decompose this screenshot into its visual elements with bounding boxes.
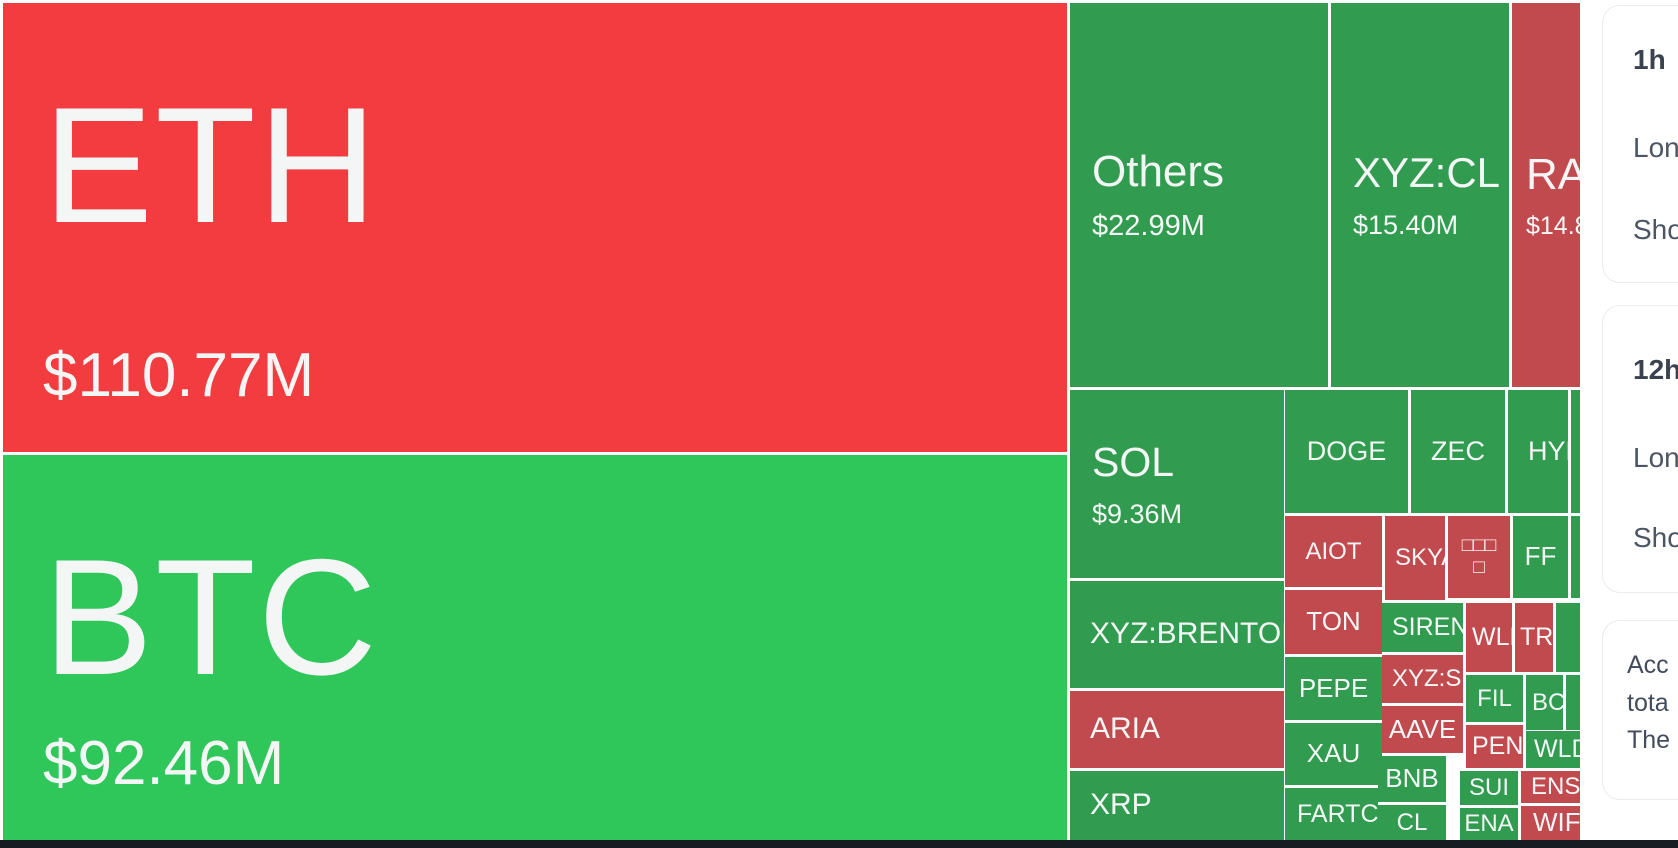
tile-wif[interactable]: WIF [1521,806,1580,840]
summary-line-3: The [1627,726,1671,754]
tile-symbol: AIOT [1305,537,1362,565]
tile-doge[interactable]: DOGE [1285,390,1408,513]
tile-zec[interactable]: ZEC [1411,390,1505,513]
tile-bch[interactable]: BCH [1526,675,1563,730]
card-1h-short-label: Short [1633,214,1678,245]
tile-symbol: Others [1092,146,1225,196]
tile-symbol: SUI [1468,774,1509,802]
tile-hype[interactable]: HYPE [1508,390,1568,513]
tile-symbol: ZEC [1431,435,1485,466]
card-12h-long-label: Long [1633,442,1678,473]
tile-unlabeled[interactable] [1566,675,1580,730]
tile-symbol: WLD [1534,735,1580,764]
tile-symbol: HYPE [1528,435,1568,466]
tile-symbol: FIL [1477,684,1512,712]
tile-wld[interactable]: WLD [1526,731,1580,768]
tile-symbol: SOL [1092,438,1175,485]
stats-card-12h: 12h Long Short [1602,305,1678,593]
tile-value: $92.46M [43,728,285,798]
tile-symbol: AAVE [1388,713,1457,744]
tile-symbol: XRP [1090,788,1152,822]
tile-symbol: XYZ:SI [1392,665,1463,693]
tile-value: $9.36M [1092,498,1183,529]
summary-line-2: tota [1627,689,1669,717]
card-12h-heading: 12h [1633,354,1678,385]
tile-symbol: SIREN [1392,613,1463,642]
tile-unlabeled[interactable]: □□□ □ [1448,516,1510,598]
tile-symbol: SKYA [1395,544,1445,572]
tile-btc[interactable]: BTC $92.46M [3,455,1067,840]
tile-symbol: ENA [1464,810,1514,838]
tile-symbol: PEPE [1298,672,1369,703]
card-12h-short-label: Short [1633,522,1678,553]
tile-symbol: XAU [1306,738,1361,769]
tile-symbol: BCH [1532,688,1563,716]
tile-symbol: TRU [1520,623,1553,652]
tile-cl[interactable]: CL [1378,805,1446,840]
tile-pepe[interactable]: PEPE [1285,657,1382,720]
tile-ton[interactable]: TON [1285,590,1382,654]
tile-ray[interactable]: RAY $14.80M [1512,3,1580,387]
tile-unlabeled[interactable] [1571,516,1580,598]
tile-value: $110.77M [43,340,315,410]
tile-others[interactable]: Others $22.99M [1070,3,1328,387]
tile-wld[interactable]: WLD [1466,603,1512,672]
tile-symbol: ARIA [1090,712,1161,746]
card-1h-long-label: Long [1633,132,1678,163]
tile-symbol: XYZ:CL [1353,149,1501,196]
tile-symbol: BTC [43,525,379,709]
tile-tru[interactable]: TRU [1515,603,1553,672]
tile-value: $22.99M [1092,210,1205,243]
tile-sol[interactable]: SOL $9.36M [1070,390,1284,578]
tile-bnb[interactable]: BNB [1378,756,1446,802]
tile-ens[interactable]: ENS [1521,771,1580,803]
summary-card: Acc tota The [1602,620,1678,800]
tile-skya[interactable]: SKYA [1385,516,1445,600]
tile-symbol: ETH [43,73,379,257]
tile-unlabeled[interactable] [1556,603,1580,672]
tile-sui[interactable]: SUI [1460,771,1518,805]
tile-fartcoin[interactable]: FARTCOIN [1285,788,1378,840]
tile-xrp[interactable]: XRP [1070,771,1284,840]
bottom-bar [0,840,1678,848]
tile-xyz:si[interactable]: XYZ:SI [1382,655,1463,703]
tile-symbol: FF [1524,541,1557,572]
tile-peng[interactable]: PENG [1466,725,1523,768]
tile-aiot[interactable]: AIOT [1285,516,1382,587]
tile-siren[interactable]: SIREN [1382,603,1463,652]
tile-symbol: XYZ:BRENTOIL [1090,617,1284,651]
tile-ff[interactable]: FF [1513,516,1568,598]
tile-fil[interactable]: FIL [1466,675,1523,722]
tile-xau[interactable]: XAU [1285,723,1382,785]
tile-unlabeled[interactable] [1571,390,1580,513]
tile-symbol: DOGE [1306,435,1387,466]
tile-symbol: □□□ □ [1461,535,1497,578]
tile-symbol: WLD [1472,623,1512,652]
tile-symbol: ENS [1531,773,1580,801]
stats-card-1h: 1h Long Short [1602,5,1678,283]
tile-symbol: BNB [1385,763,1439,794]
tile-xyz:brentoil[interactable]: XYZ:BRENTOIL [1070,581,1284,688]
tile-symbol: RAY [1526,149,1580,199]
tile-xyz:cl[interactable]: XYZ:CL $15.40M [1331,3,1509,387]
tile-ena[interactable]: ENA [1460,808,1518,840]
tile-symbol: PENG [1472,732,1523,761]
tile-symbol: WIF [1533,807,1580,838]
tile-value: $15.40M [1353,210,1459,241]
tile-aria[interactable]: ARIA [1070,691,1284,768]
tile-value: $14.80M [1526,211,1580,240]
card-1h-heading: 1h [1633,44,1666,75]
tile-aave[interactable]: AAVE [1382,706,1463,753]
tile-eth[interactable]: ETH $110.77M [3,3,1067,452]
tile-symbol: TON [1306,606,1361,637]
side-panel: 1h Long Short 12h Long Short Acc tota Th… [1580,0,1678,848]
tile-symbol: FARTCOIN [1297,799,1378,828]
tile-symbol: CL [1396,808,1428,836]
summary-line-1: Acc [1627,651,1669,679]
